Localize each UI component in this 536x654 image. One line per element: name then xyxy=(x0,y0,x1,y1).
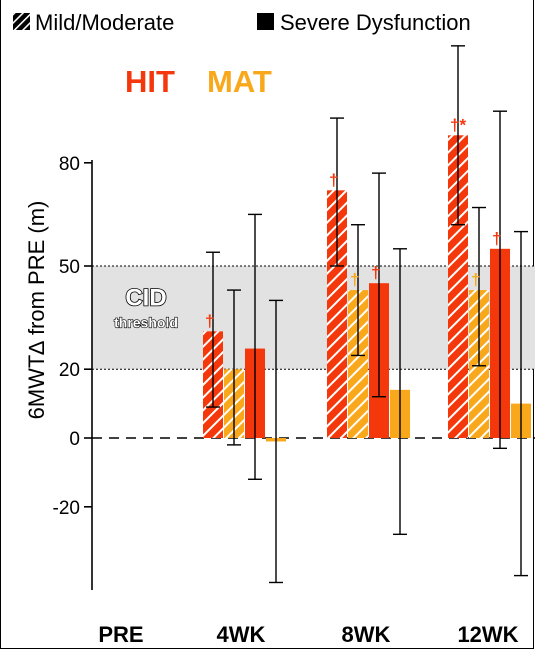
significance-marker: † xyxy=(205,311,214,330)
mat-title: MAT xyxy=(207,64,272,99)
hit-title: HIT xyxy=(125,64,175,99)
legend-label-severe-dysfunction: Severe Dysfunction xyxy=(280,10,471,35)
y-tick-label: 80 xyxy=(59,154,80,175)
solid-square-icon xyxy=(257,13,274,30)
y-tick-label: 20 xyxy=(59,360,80,381)
significance-markers: † † †* † † † † xyxy=(205,115,501,330)
x-ticks: PRE 4WK 8WK 12WK xyxy=(98,622,518,647)
legend: Mild/Moderate Severe Dysfunction xyxy=(13,10,471,35)
significance-marker: †* xyxy=(450,115,466,134)
cid-threshold-label: threshold xyxy=(114,315,178,331)
legend-label-mild-moderate: Mild/Moderate xyxy=(35,10,174,35)
x-tick-label: 8WK xyxy=(342,622,391,647)
significance-marker: † xyxy=(329,170,338,189)
y-ticks: -20 0 20 50 80 xyxy=(53,154,92,519)
error-bars xyxy=(206,45,528,584)
hatched-square-icon xyxy=(13,13,30,30)
significance-marker: † xyxy=(471,270,480,289)
significance-marker: † xyxy=(371,263,380,282)
y-tick-label: 50 xyxy=(59,257,80,278)
bar xyxy=(348,290,368,438)
significance-marker: † xyxy=(350,270,359,289)
y-tick-label: -20 xyxy=(53,498,80,519)
cid-label: CID xyxy=(125,285,166,312)
y-tick-label: 0 xyxy=(69,429,80,450)
bar xyxy=(448,135,468,438)
x-tick-label: 4WK xyxy=(217,622,266,647)
significance-marker: † xyxy=(492,229,501,248)
bar xyxy=(327,190,347,438)
y-axis-label: 6MWT∆ from PRE (m) xyxy=(24,201,49,420)
x-tick-label: 12WK xyxy=(457,622,518,647)
x-tick-label: PRE xyxy=(98,622,143,647)
